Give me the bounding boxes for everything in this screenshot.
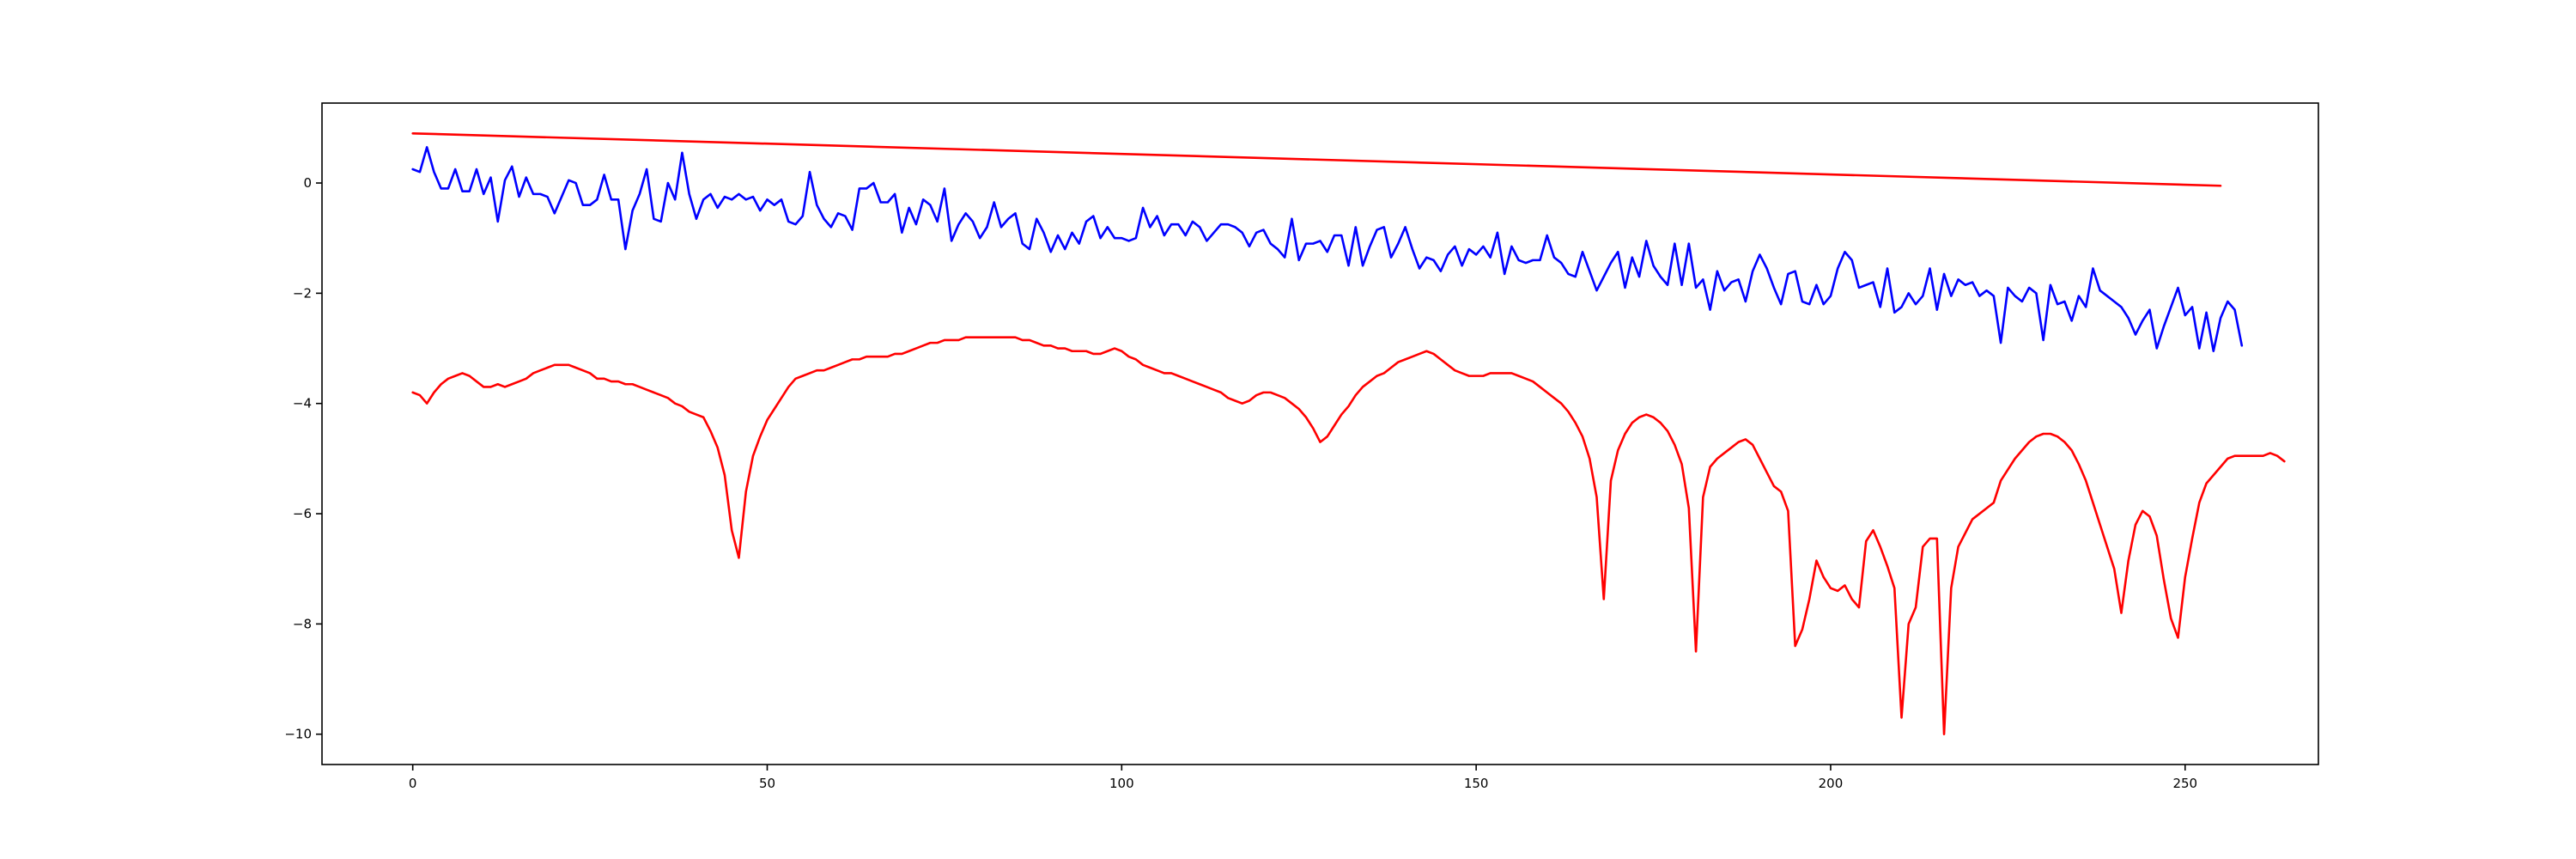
x-axis-ticks: 0 50 100 150 200 250: [409, 765, 2197, 791]
series-line-3: [411, 131, 2222, 187]
y-tick-label: 0: [303, 175, 312, 191]
x-tick-label: 0: [409, 776, 417, 791]
y-tick-label: −6: [293, 506, 312, 521]
x-tick-label: 150: [1464, 776, 1489, 791]
series-lines: [411, 131, 2286, 736]
y-tick-label: −10: [284, 727, 312, 742]
y-tick-label: −2: [293, 285, 312, 301]
y-axis-ticks: 0 −2 −4 −6 −8 −10: [284, 175, 322, 742]
y-tick-label: −4: [293, 396, 312, 411]
x-tick-label: 50: [759, 776, 775, 791]
x-tick-label: 200: [1819, 776, 1844, 791]
plot-area-frame: [321, 102, 2319, 765]
x-tick-label: 250: [2172, 776, 2197, 791]
series-line-2: [411, 336, 2286, 736]
x-tick-label: 100: [1109, 776, 1134, 791]
series-line-1: [411, 146, 2244, 353]
y-tick-label: −8: [293, 616, 312, 631]
